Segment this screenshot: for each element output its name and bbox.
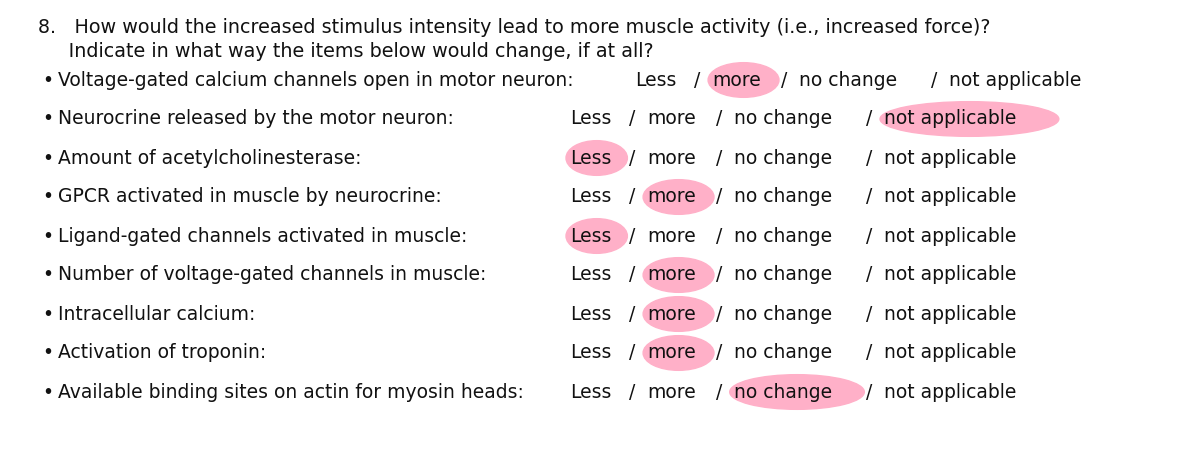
Text: no change: no change [733,110,832,128]
Text: not applicable: not applicable [949,70,1081,89]
Text: Less: Less [570,304,611,323]
Text: /: / [860,304,878,323]
Ellipse shape [643,258,714,292]
Text: /: / [860,110,878,128]
Text: Less: Less [570,226,611,246]
Text: not applicable: not applicable [884,383,1016,401]
Text: •: • [42,383,53,401]
Text: /: / [710,383,728,401]
Ellipse shape [643,297,714,331]
Text: not applicable: not applicable [884,343,1016,362]
Text: Less: Less [635,70,677,89]
Text: •: • [42,304,53,323]
Ellipse shape [643,180,714,214]
Text: no change: no change [733,226,832,246]
Text: not applicable: not applicable [884,110,1016,128]
Text: Number of voltage-gated channels in muscle:: Number of voltage-gated channels in musc… [58,265,486,285]
Text: Available binding sites on actin for myosin heads:: Available binding sites on actin for myo… [58,383,524,401]
Text: /: / [689,70,707,89]
Text: /: / [775,70,793,89]
Text: Less: Less [570,149,611,167]
Text: /: / [860,226,878,246]
Text: more: more [712,70,761,89]
Ellipse shape [566,141,628,176]
Ellipse shape [643,336,714,370]
Text: •: • [42,110,53,128]
Text: no change: no change [733,149,832,167]
Text: /: / [710,188,728,207]
Text: more: more [647,383,696,401]
Text: not applicable: not applicable [884,265,1016,285]
Text: no change: no change [733,383,832,401]
Text: /: / [925,70,943,89]
Text: Intracellular calcium:: Intracellular calcium: [58,304,256,323]
Text: more: more [647,149,696,167]
Ellipse shape [566,219,628,253]
Text: 8.   How would the increased stimulus intensity lead to more muscle activity (i.: 8. How would the increased stimulus inte… [38,18,990,37]
Text: no change: no change [733,265,832,285]
Text: Voltage-gated calcium channels open in motor neuron:: Voltage-gated calcium channels open in m… [58,70,574,89]
Text: GPCR activated in muscle by neurocrine:: GPCR activated in muscle by neurocrine: [58,188,442,207]
Text: not applicable: not applicable [884,226,1016,246]
Text: Less: Less [570,188,611,207]
Text: Less: Less [570,343,611,362]
Text: more: more [647,265,696,285]
Text: /: / [623,149,642,167]
Text: /: / [623,188,642,207]
Ellipse shape [730,374,864,409]
Text: more: more [647,226,696,246]
Text: •: • [42,188,53,207]
Text: /: / [860,343,878,362]
Text: Amount of acetylcholinesterase:: Amount of acetylcholinesterase: [58,149,361,167]
Text: no change: no change [733,343,832,362]
Text: /: / [710,304,728,323]
Text: /: / [860,188,878,207]
Text: not applicable: not applicable [884,188,1016,207]
Text: /: / [860,383,878,401]
Text: /: / [710,149,728,167]
Text: /: / [860,149,878,167]
Text: more: more [647,343,696,362]
Text: not applicable: not applicable [884,149,1016,167]
Text: no change: no change [733,304,832,323]
Ellipse shape [880,101,1058,136]
Text: /: / [623,226,642,246]
Text: Less: Less [570,383,611,401]
Text: Less: Less [570,265,611,285]
Text: /: / [623,265,642,285]
Text: /: / [710,265,728,285]
Text: /: / [710,226,728,246]
Text: Neurocrine released by the motor neuron:: Neurocrine released by the motor neuron: [58,110,454,128]
Text: /: / [710,110,728,128]
Text: /: / [710,343,728,362]
Text: •: • [42,149,53,167]
Text: no change: no change [733,188,832,207]
Text: Less: Less [570,110,611,128]
Text: /: / [860,265,878,285]
Text: no change: no change [799,70,896,89]
Text: •: • [42,265,53,285]
Text: •: • [42,70,53,89]
Ellipse shape [708,63,779,97]
Text: /: / [623,383,642,401]
Text: not applicable: not applicable [884,304,1016,323]
Text: more: more [647,304,696,323]
Text: /: / [623,304,642,323]
Text: Indicate in what way the items below would change, if at all?: Indicate in what way the items below wou… [38,42,654,61]
Text: Ligand-gated channels activated in muscle:: Ligand-gated channels activated in muscl… [58,226,467,246]
Text: more: more [647,188,696,207]
Text: Activation of troponin:: Activation of troponin: [58,343,266,362]
Text: •: • [42,226,53,246]
Text: more: more [647,110,696,128]
Text: /: / [623,343,642,362]
Text: •: • [42,343,53,362]
Text: /: / [623,110,642,128]
